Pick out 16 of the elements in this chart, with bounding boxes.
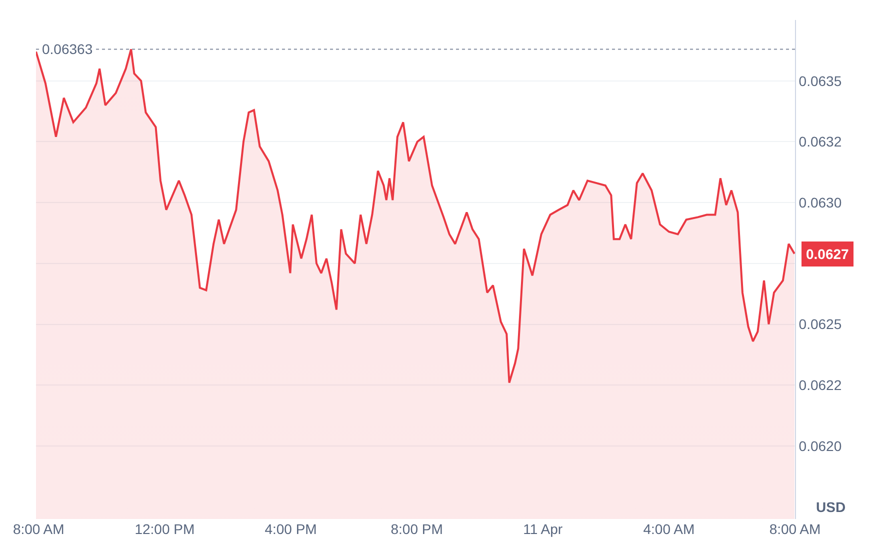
y-tick-label: 0.0632 xyxy=(798,134,842,150)
x-tick-label: 11 Apr xyxy=(523,521,563,537)
ref-line-label: 0.06363 xyxy=(42,41,93,57)
x-tick-label: 4:00 AM xyxy=(643,521,695,537)
y-tick-label: 0.0625 xyxy=(798,316,842,332)
y-tick-label: 0.0630 xyxy=(798,194,842,210)
x-tick-label: 4:00 PM xyxy=(264,521,317,537)
x-tick-label: 8:00 AM xyxy=(769,521,821,537)
x-tick-label: 8:00 PM xyxy=(390,521,443,537)
x-tick-label: 8:00 AM xyxy=(12,521,64,537)
y-tick-label: 0.0635 xyxy=(798,72,842,89)
y-tick-label: 0.0622 xyxy=(798,377,842,394)
y-axis-title: USD xyxy=(816,499,846,515)
text: 0.0627 xyxy=(806,246,850,262)
y-tick-label: 0.0620 xyxy=(798,438,842,454)
x-tick-label: 12:00 PM xyxy=(134,521,195,537)
